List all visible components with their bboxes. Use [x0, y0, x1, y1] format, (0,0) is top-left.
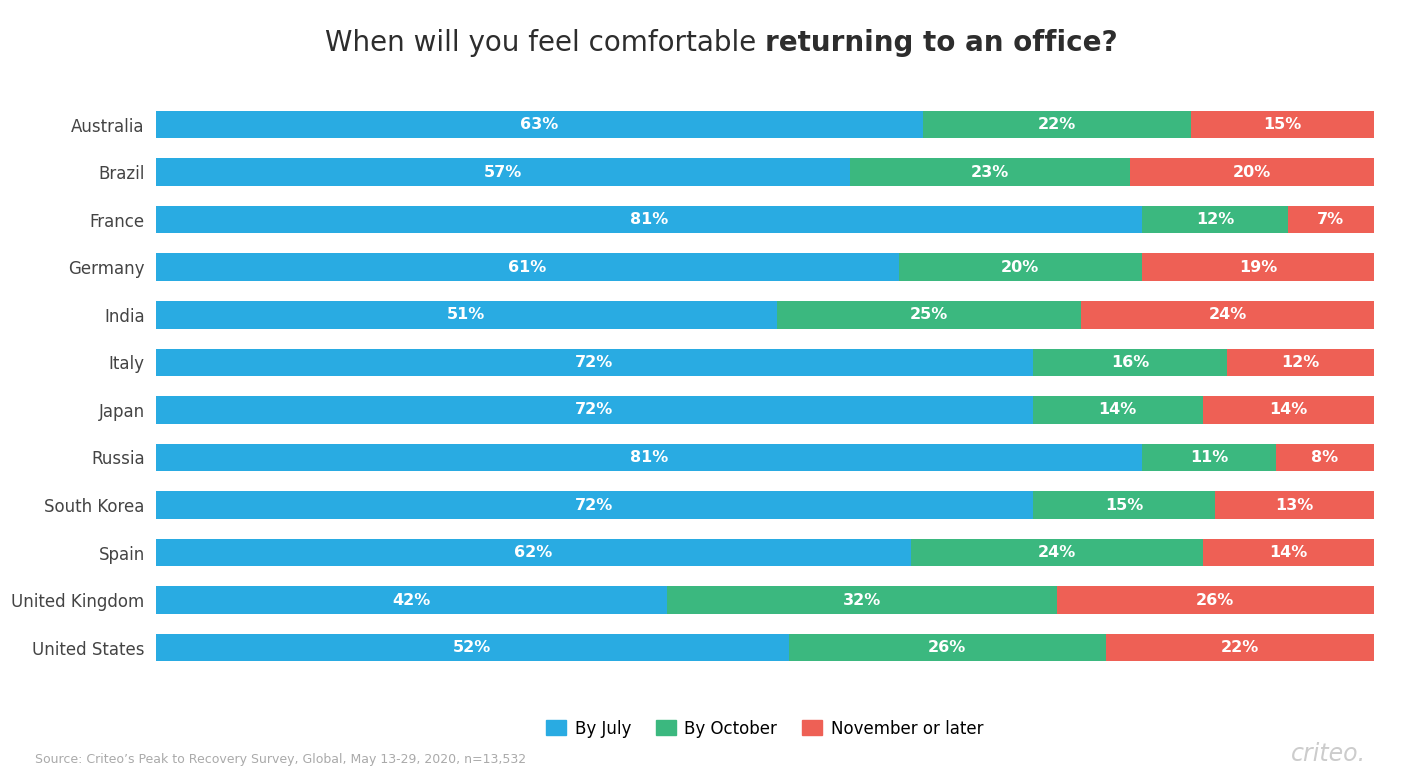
Text: 15%: 15% [1263, 117, 1301, 132]
Text: 19%: 19% [1239, 260, 1277, 275]
Text: 25%: 25% [910, 307, 949, 322]
Text: 42%: 42% [392, 593, 430, 608]
Text: 20%: 20% [1001, 260, 1039, 275]
Bar [156, 491, 1032, 519]
Text: 32%: 32% [843, 593, 881, 608]
Text: 61%: 61% [508, 260, 547, 275]
Bar [156, 254, 899, 281]
Text: 22%: 22% [1221, 640, 1259, 655]
Text: 26%: 26% [1197, 593, 1235, 608]
Text: 57%: 57% [484, 165, 523, 179]
Bar [156, 349, 1032, 376]
Text: 81%: 81% [630, 450, 668, 465]
Bar [777, 301, 1082, 328]
Text: 13%: 13% [1276, 498, 1314, 512]
Text: 23%: 23% [971, 165, 1010, 179]
Bar [1032, 491, 1215, 519]
Bar [899, 254, 1143, 281]
Text: 52%: 52% [453, 640, 491, 655]
Text: 20%: 20% [1232, 165, 1272, 179]
Bar [1215, 491, 1374, 519]
Text: returning to an office?: returning to an office? [765, 29, 1117, 57]
Bar [910, 539, 1204, 566]
Bar [1082, 301, 1374, 328]
Legend: By July, By October, November or later: By July, By October, November or later [547, 719, 983, 738]
Text: 14%: 14% [1099, 402, 1137, 417]
Bar [1032, 396, 1204, 424]
Bar [923, 111, 1191, 138]
Text: 7%: 7% [1317, 212, 1344, 227]
Bar [156, 111, 923, 138]
Bar [156, 539, 910, 566]
Text: 14%: 14% [1269, 545, 1307, 560]
Bar [1032, 349, 1228, 376]
Bar [1191, 111, 1374, 138]
Text: 14%: 14% [1269, 402, 1307, 417]
Bar [1276, 444, 1374, 471]
Bar [1289, 206, 1374, 233]
Bar [156, 301, 777, 328]
Text: 24%: 24% [1038, 545, 1076, 560]
Bar [1106, 634, 1374, 661]
Bar [1204, 539, 1374, 566]
Text: 16%: 16% [1110, 355, 1150, 370]
Text: 22%: 22% [1038, 117, 1076, 132]
Text: 72%: 72% [575, 498, 613, 512]
Text: criteo.: criteo. [1291, 742, 1366, 766]
Bar [1228, 349, 1374, 376]
Bar [156, 444, 1143, 471]
Bar [667, 587, 1056, 614]
Text: 72%: 72% [575, 402, 613, 417]
Text: 24%: 24% [1208, 307, 1246, 322]
Text: When will you feel comfortable: When will you feel comfortable [324, 29, 765, 57]
Bar [156, 206, 1143, 233]
Text: 51%: 51% [447, 307, 486, 322]
Bar [1143, 206, 1289, 233]
Bar [1143, 444, 1276, 471]
Bar [1130, 158, 1374, 186]
Text: 62%: 62% [514, 545, 552, 560]
Bar [156, 396, 1032, 424]
Bar [1204, 396, 1374, 424]
Bar [1056, 587, 1374, 614]
Text: 12%: 12% [1281, 355, 1320, 370]
Text: 81%: 81% [630, 212, 668, 227]
Bar [1143, 254, 1374, 281]
Bar [156, 634, 789, 661]
Bar [850, 158, 1130, 186]
Text: 8%: 8% [1311, 450, 1338, 465]
Bar [156, 158, 850, 186]
Text: 12%: 12% [1197, 212, 1235, 227]
Text: 72%: 72% [575, 355, 613, 370]
Text: 15%: 15% [1104, 498, 1143, 512]
Text: 11%: 11% [1189, 450, 1228, 465]
Text: 63%: 63% [520, 117, 558, 132]
Bar [156, 587, 667, 614]
Bar [789, 634, 1106, 661]
Text: Source: Criteo’s Peak to Recovery Survey, Global, May 13-29, 2020, n=13,532: Source: Criteo’s Peak to Recovery Survey… [35, 753, 527, 766]
Text: 26%: 26% [927, 640, 967, 655]
